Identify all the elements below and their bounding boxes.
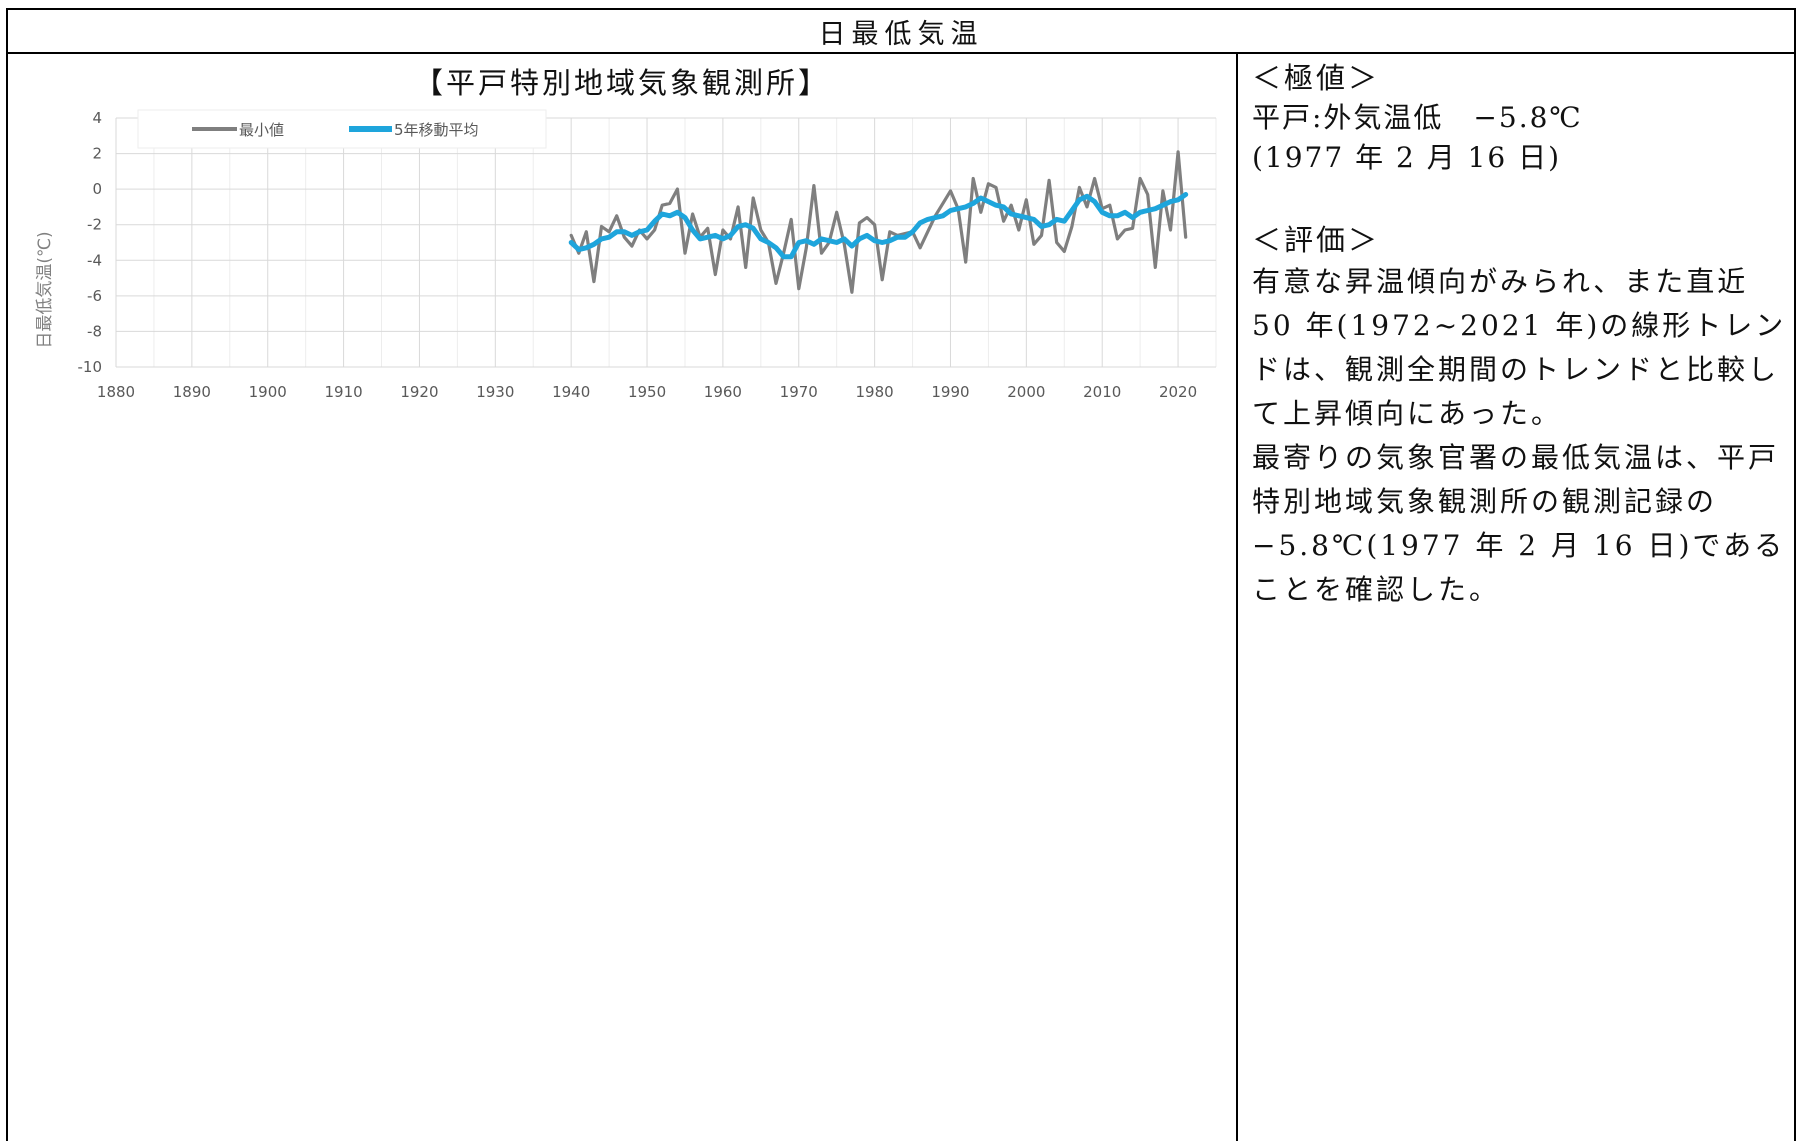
x-tick-label: 1880 — [97, 383, 135, 401]
x-tick-label: 1960 — [704, 383, 742, 401]
legend-box — [137, 109, 547, 149]
x-tick-label: 1980 — [856, 383, 894, 401]
line-chart: 4 2 0 -2 -4 -6 -8 -10 1880 1890 1900 1910 1920 1930 19… — [35, 109, 1217, 401]
page-frame: 日最低気温 【平戸特別地域気象観測所】 4 2 0 -2 -4 -6 -8 -10 1880 18… — [6, 8, 1796, 1141]
x-tick-label: 1970 — [780, 383, 818, 401]
chart-grid — [115, 117, 1217, 368]
x-tick-label: 2000 — [1007, 383, 1045, 401]
legend-label-avg: 5年移動平均 — [394, 121, 479, 139]
y-tick-label: 2 — [92, 145, 102, 163]
column-divider — [1236, 54, 1238, 1141]
y-tick-label: -8 — [87, 322, 102, 340]
y-tick-label: 0 — [92, 180, 102, 198]
y-tick-label: -2 — [87, 216, 102, 234]
station-title: 【平戸特別地域気象観測所】 — [413, 66, 830, 100]
y-tick-label: -10 — [78, 358, 103, 376]
chart-legend: 最小値 5年移動平均 — [137, 109, 547, 149]
x-tick-label: 2020 — [1159, 383, 1197, 401]
extreme-date: (1977 年 2 月 16 日) — [1252, 141, 1562, 174]
x-tick-label: 1920 — [400, 383, 438, 401]
series-min-line — [569, 150, 1188, 294]
legend-label-min: 最小値 — [239, 121, 284, 139]
evaluation-paragraph-2: 最寄りの気象官署の最低気温は、平戸特別地域気象観測所の観測記録の−5.8℃(19… — [1252, 441, 1786, 606]
chart-axes: 4 2 0 -2 -4 -6 -8 -10 1880 1890 1900 1910 1920 1930 19… — [78, 109, 1198, 401]
x-tick-label: 1900 — [249, 383, 287, 401]
chart-cell: 【平戸特別地域気象観測所】 4 2 0 -2 -4 -6 -8 -10 1880 1890 1900… — [8, 54, 1236, 1141]
y-axis-label: 日最低気温(℃) — [35, 231, 55, 348]
extreme-heading: ＜極値＞ — [1252, 61, 1381, 95]
series-moving-average-line — [568, 192, 1189, 260]
evaluation-heading: ＜評価＞ — [1252, 223, 1381, 257]
notes-panel: ＜極値＞ 平戸:外気温低 −5.8℃ (1977 年 2 月 16 日) ＜評価… — [1252, 58, 1792, 612]
x-tick-label: 1950 — [628, 383, 666, 401]
extreme-value: 平戸:外気温低 −5.8℃ — [1252, 101, 1583, 134]
page-title: 日最低気温 — [8, 10, 1794, 54]
x-tick-label: 2010 — [1083, 383, 1121, 401]
chart-series — [568, 150, 1189, 294]
x-tick-label: 1990 — [931, 383, 969, 401]
y-tick-label: -4 — [87, 251, 102, 269]
y-tick-label: -6 — [87, 287, 102, 305]
x-tick-label: 1940 — [552, 383, 590, 401]
x-tick-label: 1890 — [173, 383, 211, 401]
evaluation-paragraph-1: 有意な昇温傾向がみられ、また直近 50 年(1972~2021 年)の線形トレン… — [1252, 265, 1787, 430]
y-tick-label: 4 — [92, 109, 102, 127]
x-tick-label: 1930 — [476, 383, 514, 401]
x-tick-label: 1910 — [324, 383, 362, 401]
